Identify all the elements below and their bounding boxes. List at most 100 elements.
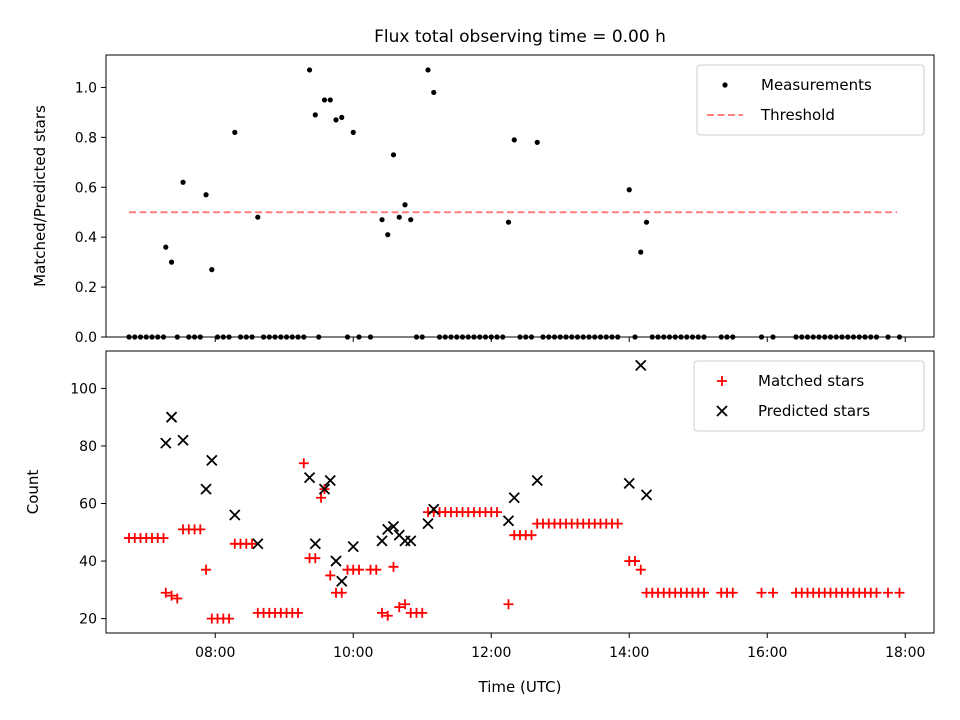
measurement-point <box>137 334 144 340</box>
measurement-point <box>344 334 351 340</box>
predicted-star-marker <box>303 471 316 484</box>
measurement-point <box>592 334 598 340</box>
measurement-point <box>678 334 684 340</box>
measurement-point <box>333 117 339 123</box>
x-tick-label: 08:00 <box>195 645 235 661</box>
predicted-star-marker <box>531 474 543 487</box>
measurement-point <box>684 334 690 340</box>
y-tick-label: 0.2 <box>75 280 97 296</box>
matched-star-marker <box>247 538 258 549</box>
predicted-star-marker <box>428 503 440 515</box>
legend-box <box>693 360 925 432</box>
measurement-point <box>511 137 517 143</box>
measurement-point <box>845 334 851 340</box>
measurement-point <box>643 219 650 225</box>
matched-star-marker <box>768 587 778 598</box>
matched-star-marker <box>201 564 212 575</box>
measurement-point <box>312 112 318 118</box>
measurement-point <box>810 334 816 340</box>
measurement-point <box>672 334 678 340</box>
legend-label: Measurements <box>761 76 872 94</box>
measurement-point <box>505 219 512 225</box>
predicted-star-marker <box>200 483 212 495</box>
measurement-point <box>126 334 132 340</box>
y-tick-label: 80 <box>79 439 97 455</box>
legend-box <box>696 64 925 136</box>
matched-star-marker <box>388 561 399 572</box>
measurement-point <box>557 334 563 340</box>
predicted-star-marker <box>309 538 321 550</box>
legend-x-swatch <box>716 405 728 417</box>
measurement-point <box>186 334 192 340</box>
measurement-point <box>626 187 632 193</box>
y-axis-label: Count <box>24 470 42 515</box>
measurement-point <box>638 249 644 255</box>
predicted-star-marker <box>405 535 417 547</box>
matched-star-marker <box>166 590 177 601</box>
predicted-star-marker <box>252 538 264 550</box>
matched-star-marker <box>336 587 347 598</box>
y-tick-label: 0.6 <box>75 180 97 196</box>
measurement-point <box>839 334 845 340</box>
matched-star-marker <box>382 610 393 621</box>
measurement-point <box>804 334 811 340</box>
x-tick-label: 10:00 <box>333 645 373 661</box>
measurement-point <box>862 334 868 340</box>
measurement-point <box>160 334 167 340</box>
measurement-point <box>655 334 661 340</box>
measurement-point <box>316 334 322 340</box>
matched-star-marker <box>160 587 171 598</box>
top-panel: 0.0 0.2 0.4 0.6 0.8 1.0 Matched/Predicted star… <box>31 54 935 346</box>
measurement-point <box>255 214 261 220</box>
measurement-point <box>260 334 267 340</box>
predicted-star-marker <box>623 477 635 490</box>
measurement-point <box>174 334 180 340</box>
measurement-point <box>546 334 552 340</box>
measurement-point <box>850 334 857 340</box>
measurement-point <box>266 334 272 340</box>
measurement-point <box>517 334 523 340</box>
predicted-star-marker <box>336 575 348 587</box>
measurement-point <box>534 139 540 145</box>
measurement-point <box>289 334 295 340</box>
measurement-point <box>632 334 638 340</box>
matched-star-marker <box>293 607 304 618</box>
measurement-point <box>203 192 209 198</box>
measurement-point <box>569 334 575 340</box>
y-tick-label: 20 <box>79 612 97 628</box>
predicted-star-marker <box>387 520 400 533</box>
measurement-point <box>350 129 356 135</box>
measurement-point <box>574 334 581 340</box>
legend-label: Predicted stars <box>758 402 870 420</box>
predicted-star-marker <box>640 489 653 501</box>
measurement-point <box>793 334 799 340</box>
y-tick-label: 1.0 <box>75 80 97 96</box>
measurement-point <box>367 334 374 340</box>
measurement-point <box>494 334 500 340</box>
measurement-point <box>500 334 506 340</box>
predicted-star-marker <box>206 454 218 466</box>
x-axis-label: Time (UTC) <box>478 678 562 696</box>
measurement-point <box>402 202 408 208</box>
x-tick-label: 14:00 <box>609 645 649 661</box>
predicted-star-marker <box>382 523 394 536</box>
y-tick-label: 0.4 <box>75 230 97 246</box>
measurement-point <box>356 334 362 340</box>
measurement-point <box>833 334 839 340</box>
bottom-panel: 08:00 10:00 12:00 14:00 16:00 18:00 20 40 60 80 10… <box>24 350 935 696</box>
measurement-point <box>609 334 615 340</box>
measurement-point <box>436 334 443 340</box>
measurement-point <box>661 334 667 340</box>
measurement-point <box>528 334 535 340</box>
matched-star-marker <box>883 587 893 598</box>
measurement-point <box>249 334 255 340</box>
y-axis-label: Matched/Predicted stars <box>31 105 49 287</box>
y-tick-label: 60 <box>79 497 97 513</box>
predicted-star-marker <box>376 535 388 547</box>
measurement-point <box>580 334 586 340</box>
measurement-point <box>237 334 244 340</box>
measurement-point <box>615 334 621 340</box>
measurement-point <box>666 334 673 340</box>
measurement-point <box>488 334 494 340</box>
